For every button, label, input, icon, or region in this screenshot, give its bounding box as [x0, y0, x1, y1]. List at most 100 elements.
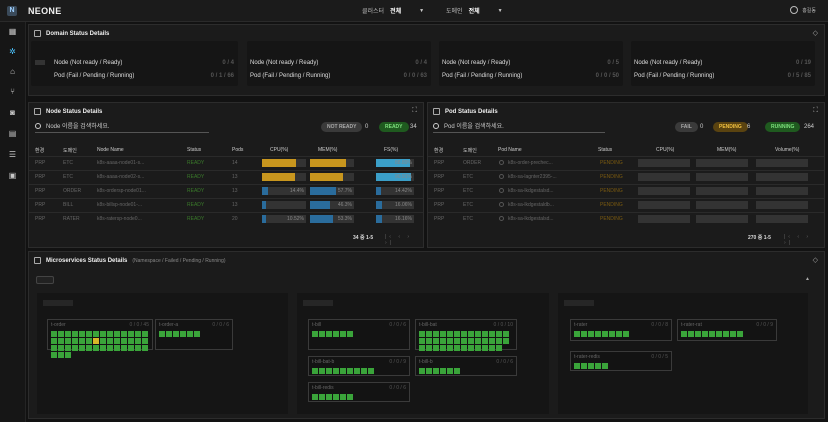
pod-cell[interactable]	[461, 345, 467, 351]
pod-cell[interactable]	[72, 345, 78, 351]
pod-cell[interactable]	[135, 338, 141, 344]
microservice-card[interactable]: t-rater-redis 0 / 0 / 5	[570, 351, 672, 371]
column-header[interactable]: FS(%)	[384, 147, 399, 153]
domain-card[interactable]: Node (Not ready / Ready) 0 / 5 Pod (Fail …	[439, 41, 623, 86]
pod-cell[interactable]	[602, 363, 608, 369]
pod-cell[interactable]	[730, 331, 736, 337]
pod-cell[interactable]	[347, 331, 353, 337]
table-row[interactable]: PRP ETC k8s-aaaa-node01-s... READY 14 88.89%	[29, 156, 423, 167]
pod-cell[interactable]	[86, 338, 92, 344]
pod-cell[interactable]	[595, 331, 601, 337]
pod-cell[interactable]	[319, 368, 325, 374]
domain-filter[interactable]: 도메인 전체 ▼	[446, 6, 503, 16]
pod-cell[interactable]	[326, 331, 332, 337]
pod-cell[interactable]	[65, 331, 71, 337]
table-row[interactable]: PRP ORDER k8s-order-prechec... PENDING	[428, 156, 824, 167]
pod-cell[interactable]	[433, 368, 439, 374]
pod-cell[interactable]	[440, 368, 446, 374]
microservice-card[interactable]: t-bill 0 / 0 / 6	[308, 319, 410, 350]
column-header[interactable]: CPU(%)	[270, 147, 289, 153]
pod-cell[interactable]	[326, 368, 332, 374]
table-row[interactable]: PRP BILL k8s-billsp-node01-... READY 13 46.3%…	[29, 198, 423, 209]
table-row[interactable]: PRP ETC k8s-sa-lkdgestalsd... PENDING	[428, 212, 824, 223]
pod-cell[interactable]	[368, 368, 374, 374]
pod-cell[interactable]	[100, 331, 106, 337]
pod-cell[interactable]	[65, 338, 71, 344]
pod-cell[interactable]	[107, 345, 113, 351]
column-header[interactable]: Pods	[232, 147, 244, 153]
pod-cell[interactable]	[340, 368, 346, 374]
node-pagination-nav[interactable]: |‹ ‹ › ›|	[385, 234, 413, 246]
flow-icon[interactable]: ⑂	[10, 87, 15, 96]
pod-cell[interactable]	[340, 331, 346, 337]
pod-pagination-nav[interactable]: |‹ ‹ › ›|	[784, 234, 812, 246]
pod-cell[interactable]	[475, 338, 481, 344]
user-menu[interactable]: 홍길동	[790, 6, 816, 14]
environment-tag[interactable]	[36, 276, 54, 284]
pod-cell[interactable]	[333, 394, 339, 400]
pod-cell[interactable]	[361, 368, 367, 374]
pod-cell[interactable]	[623, 331, 629, 337]
pod-cell[interactable]	[194, 331, 200, 337]
app-logo-icon[interactable]: N	[7, 5, 17, 16]
pod-cell[interactable]	[454, 368, 460, 374]
pod-cell[interactable]	[135, 331, 141, 337]
pod-cell[interactable]	[447, 345, 453, 351]
pod-cell[interactable]	[723, 331, 729, 337]
pod-cell[interactable]	[51, 331, 57, 337]
domain-card[interactable]: Node (Not ready / Ready) 0 / 4 Pod (Fail …	[31, 41, 238, 86]
pod-cell[interactable]	[58, 331, 64, 337]
microservice-card[interactable]: t-rater-rat 0 / 0 / 9	[677, 319, 777, 341]
pod-cell[interactable]	[709, 331, 715, 337]
microservice-card[interactable]: t-bill-b 0 / 0 / 6	[415, 356, 517, 376]
pod-cell[interactable]	[616, 331, 622, 337]
column-header[interactable]: Status	[598, 147, 613, 153]
pod-cell[interactable]	[187, 331, 193, 337]
column-header[interactable]: 도메인	[63, 148, 77, 154]
pod-cell[interactable]	[489, 345, 495, 351]
pod-cell[interactable]	[180, 331, 186, 337]
list-icon[interactable]: ☰	[8, 150, 17, 159]
pod-cell[interactable]	[326, 394, 332, 400]
pod-cell[interactable]	[58, 345, 64, 351]
pod-cell[interactable]	[447, 338, 453, 344]
microservice-card[interactable]: t-bill-redis 0 / 0 / 6	[308, 382, 410, 402]
pod-cell[interactable]	[93, 331, 99, 337]
pod-cell[interactable]	[737, 331, 743, 337]
pod-cell[interactable]	[454, 338, 460, 344]
table-row[interactable]: PRP ORDER k8s-ordersp-node01... READY 13 14.4…	[29, 184, 423, 195]
column-header[interactable]: 환경	[35, 148, 45, 154]
pod-cell[interactable]	[419, 368, 425, 374]
domain-card[interactable]: Node (Not ready / Ready) 0 / 19 Pod (Fail…	[631, 41, 815, 86]
pod-cell[interactable]	[440, 331, 446, 337]
pod-cell[interactable]	[602, 331, 608, 337]
pod-cell[interactable]	[65, 352, 71, 358]
pod-cell[interactable]	[461, 331, 467, 337]
pod-cell[interactable]	[419, 338, 425, 344]
pod-cell[interactable]	[93, 338, 99, 344]
pod-cell[interactable]	[100, 345, 106, 351]
pod-cell[interactable]	[51, 345, 57, 351]
pod-cell[interactable]	[100, 338, 106, 344]
column-header[interactable]: Status	[187, 147, 202, 153]
column-header[interactable]: 환경	[434, 148, 444, 154]
pod-cell[interactable]	[121, 345, 127, 351]
domain-card[interactable]: Node (Not ready / Ready) 0 / 4 Pod (Fail …	[247, 41, 431, 86]
pod-cell[interactable]	[312, 368, 318, 374]
pod-cell[interactable]	[433, 338, 439, 344]
pod-cell[interactable]	[142, 331, 148, 337]
pod-cell[interactable]	[51, 338, 57, 344]
chevron-up-icon[interactable]: ▲	[805, 276, 810, 282]
column-header[interactable]: Node Name	[97, 147, 124, 153]
pod-cell[interactable]	[128, 331, 134, 337]
pod-cell[interactable]	[468, 338, 474, 344]
expand-icon[interactable]: ⛶	[813, 107, 818, 114]
pod-cell[interactable]	[716, 331, 722, 337]
pod-cell[interactable]	[475, 331, 481, 337]
table-row[interactable]: PRP ETC k8s-aaaa-node02-s... READY 13 90.91%	[29, 170, 423, 181]
pod-cell[interactable]	[114, 345, 120, 351]
collapse-icon[interactable]: ◇	[812, 257, 818, 264]
pod-cell[interactable]	[489, 338, 495, 344]
column-header[interactable]: MEM(%)	[717, 147, 737, 153]
pod-cell[interactable]	[142, 338, 148, 344]
